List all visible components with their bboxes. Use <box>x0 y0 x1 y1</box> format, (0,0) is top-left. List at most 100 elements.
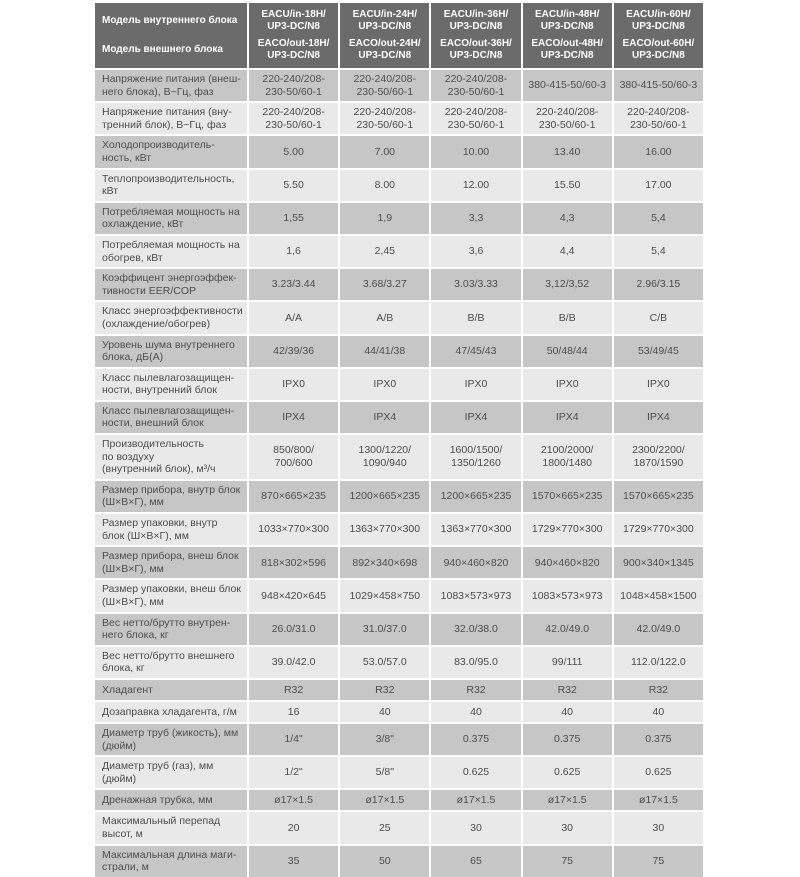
cell-value: 53.0/57.0 <box>340 646 430 678</box>
cell-value: 870×665×235 <box>249 480 339 513</box>
cell-value: 0.625 <box>522 757 612 789</box>
cell-value: 1200×665×235 <box>340 480 430 513</box>
cell-value: 44/41/38 <box>340 335 430 367</box>
cell-value: 1083×573×973 <box>522 580 612 612</box>
table-row: Дренажная трубка, мм ø17×1.5 ø17×1.5 ø17×1.… <box>95 790 703 811</box>
table-row: Диаметр труб (жикость), мм (дюйм) 1/4" 3/8… <box>95 723 703 756</box>
cell-value: R32 <box>613 679 703 700</box>
cell-value: 220-240/208- 230-50/60-1 <box>249 70 339 102</box>
cell-value: 1,6 <box>249 235 339 268</box>
row-label: Вес нетто/брутто внутрен- него блока, кг <box>95 613 247 645</box>
cell-value: 2.96/3.15 <box>613 269 703 301</box>
table-row: Размер прибора, внутр блок (Ш×В×Г), мм 87… <box>95 480 703 513</box>
cell-value: 220-240/208- 230-50/60-1 <box>431 103 521 135</box>
cell-value: 380-415-50/60-3 <box>613 70 703 102</box>
table-row: Класс пылевлагозащищен- ности, внешний б… <box>95 401 703 434</box>
cell-value: 1363×770×300 <box>340 514 430 546</box>
cell-value: 1300/1220/ 1090/940 <box>340 435 430 479</box>
row-label: Потребляемая мощность на охлаждение, кВт <box>95 202 247 234</box>
cell-value: 20 <box>249 812 339 844</box>
cell-value: IPX0 <box>522 368 612 400</box>
header-label-cell: Модель внутреннего блока Модель внешнего… <box>95 3 247 68</box>
table-row: Потребляемая мощность на обогрев, кВт 1,6… <box>95 235 703 268</box>
cell-value: 5,4 <box>613 235 703 268</box>
cell-value: IPX4 <box>431 401 521 434</box>
cell-value: 47/45/43 <box>431 335 521 367</box>
cell-value: 1029×458×750 <box>340 580 430 612</box>
row-label: Дренажная трубка, мм <box>95 790 247 811</box>
cell-value: С/В <box>613 302 703 334</box>
cell-value: 10.00 <box>431 136 521 168</box>
table-row: Теплопроизводительность, кВт 5.50 8.00 12.0… <box>95 169 703 201</box>
cell-value: 75 <box>522 845 612 877</box>
cell-value: 2100/2000/ 1800/1480 <box>522 435 612 479</box>
cell-value: 1570×665×235 <box>613 480 703 513</box>
header-model-column: EACU/in-36H/ UP3-DC/N8 EACO/out-36H/ UP3-… <box>431 3 521 68</box>
row-label: Максимальный перепад высот, м <box>95 812 247 844</box>
cell-value: IPX0 <box>249 368 339 400</box>
header-model-column: EACU/in-18H/ UP3-DC/N8 EACO/out-18H/ UP3-… <box>249 3 339 68</box>
row-label: Класс пылевлагозащищен- ности, внутренни… <box>95 368 247 400</box>
cell-value: IPX0 <box>613 368 703 400</box>
cell-value: А/В <box>340 302 430 334</box>
cell-value: ø17×1.5 <box>431 790 521 811</box>
row-label: Класс пылевлагозащищен- ности, внешний б… <box>95 401 247 434</box>
row-label: Теплопроизводительность, кВт <box>95 169 247 201</box>
cell-value: 0.625 <box>431 757 521 789</box>
cell-value: ø17×1.5 <box>613 790 703 811</box>
indoor-model: EACU/in-24H/ UP3-DC/N8 <box>352 8 418 32</box>
table-row: Класс энергоэффективности (охлаждение/об… <box>95 302 703 334</box>
cell-value: В/В <box>431 302 521 334</box>
row-label: Производительность по воздуху (внутренни… <box>95 435 247 479</box>
cell-value: 50/48/44 <box>522 335 612 367</box>
cell-value: 220-240/208- 230-50/60-1 <box>249 103 339 135</box>
cell-value: ø17×1.5 <box>340 790 430 811</box>
row-label: Размер упаковки, внеш блок (Ш×В×Г), мм <box>95 580 247 612</box>
cell-value: 220-240/208- 230-50/60-1 <box>613 103 703 135</box>
cell-value: 220-240/208- 230-50/60-1 <box>431 70 521 102</box>
table-row: Коэффицент энергоэффек- тивности EER/COP… <box>95 269 703 301</box>
cell-value: В/В <box>522 302 612 334</box>
table-row: Напряжение питания (вну- тренний блок), … <box>95 103 703 135</box>
cell-value: IPX4 <box>340 401 430 434</box>
row-label: Размер прибора, внутр блок (Ш×В×Г), мм <box>95 480 247 513</box>
cell-value: 0.375 <box>522 723 612 756</box>
cell-value: 3,3 <box>431 202 521 234</box>
cell-value: 3,12/3,52 <box>522 269 612 301</box>
table-row: Уровень шума внутреннего блока, дБ(А) 42/… <box>95 335 703 367</box>
table-row: Максимальная длина маги- страли, м 35 50 65… <box>95 845 703 877</box>
cell-value: 1729×770×300 <box>522 514 612 546</box>
cell-value: 50 <box>340 845 430 877</box>
table-row: Хладагент R32 R32 R32 R32 R32 <box>95 679 703 700</box>
cell-value: 1,55 <box>249 202 339 234</box>
cell-value: 4,3 <box>522 202 612 234</box>
row-label: Вес нетто/брутто внешнего блока, кг <box>95 646 247 678</box>
cell-value: 15.50 <box>522 169 612 201</box>
table-row: Напряжение питания (внеш- него блока), В… <box>95 70 703 102</box>
cell-value: 5,4 <box>613 202 703 234</box>
cell-value: IPX0 <box>340 368 430 400</box>
cell-value: 12.00 <box>431 169 521 201</box>
cell-value: 1048×458×1500 <box>613 580 703 612</box>
cell-value: 99/111 <box>522 646 612 678</box>
cell-value: 1200×665×235 <box>431 480 521 513</box>
indoor-model: EACU/in-36H/ UP3-DC/N8 <box>443 8 509 32</box>
cell-value: 8.00 <box>340 169 430 201</box>
cell-value: 1,9 <box>340 202 430 234</box>
table-row: Дозаправка хладагента, г/м 16 40 40 40 40 <box>95 701 703 722</box>
row-label: Потребляемая мощность на обогрев, кВт <box>95 235 247 268</box>
cell-value: IPX0 <box>431 368 521 400</box>
cell-value: 1/2" <box>249 757 339 789</box>
cell-value: 220-240/208- 230-50/60-1 <box>340 103 430 135</box>
cell-value: 0.375 <box>431 723 521 756</box>
cell-value: 1363×770×300 <box>431 514 521 546</box>
table-row: Размер упаковки, внеш блок (Ш×В×Г), мм 94… <box>95 580 703 612</box>
cell-value: 112.0/122.0 <box>613 646 703 678</box>
cell-value: 75 <box>613 845 703 877</box>
cell-value: ø17×1.5 <box>522 790 612 811</box>
table-row: Холодопроизводитель- ность, кВт 5.00 7.00 1… <box>95 136 703 168</box>
outdoor-model: EACO/out-60H/ UP3-DC/N8 <box>622 38 695 62</box>
outdoor-model: EACO/out-18H/ UP3-DC/N8 <box>257 38 330 62</box>
cell-value: 40 <box>613 701 703 722</box>
table-header-row: Модель внутреннего блока Модель внешнего… <box>95 3 703 68</box>
